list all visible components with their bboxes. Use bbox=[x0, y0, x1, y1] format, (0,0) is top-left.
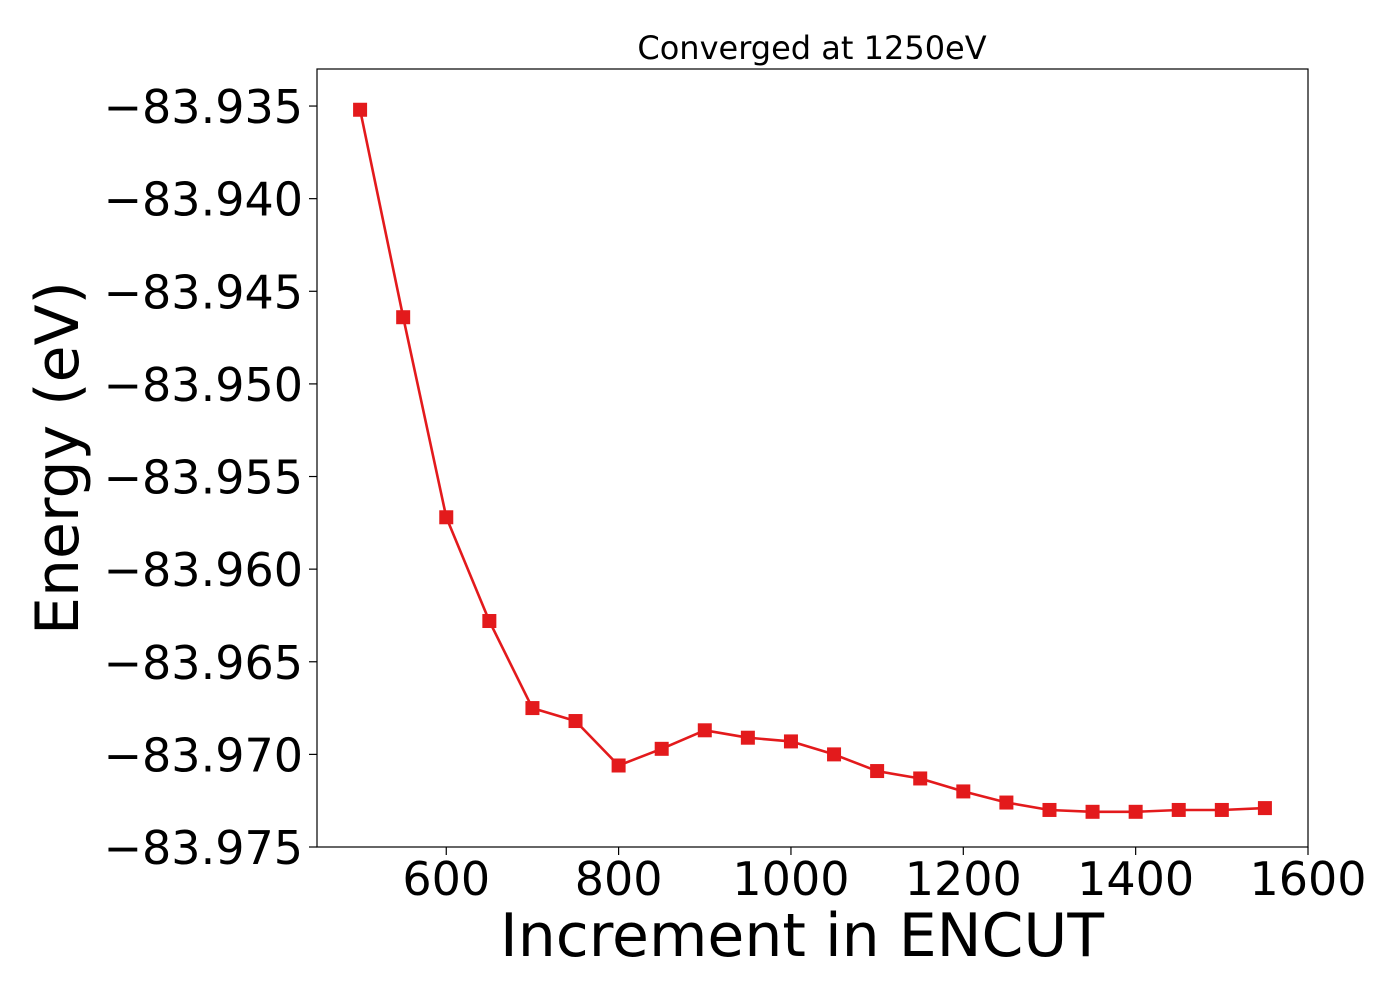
data-point-marker bbox=[482, 614, 497, 629]
ticks: 600 800 1000 1200 1400 1600 −83.935 −83.940 −83.… bbox=[104, 80, 1367, 906]
y-tick-label: −83.960 bbox=[104, 543, 304, 597]
data-point-marker bbox=[1214, 802, 1229, 817]
y-tick-label: −83.975 bbox=[104, 821, 304, 875]
data-point-marker bbox=[1042, 802, 1057, 817]
x-tick-label: 1400 bbox=[1077, 852, 1194, 906]
data-point-marker bbox=[396, 310, 411, 325]
data-point-marker bbox=[611, 758, 626, 773]
series bbox=[353, 102, 1272, 819]
data-point-marker bbox=[913, 771, 928, 786]
data-point-marker bbox=[1257, 801, 1272, 816]
data-point-marker bbox=[740, 730, 755, 745]
y-tick-label: −83.950 bbox=[104, 358, 304, 412]
y-tick-label: −83.955 bbox=[104, 451, 304, 505]
data-point-marker bbox=[999, 795, 1014, 810]
y-tick-label: −83.945 bbox=[104, 265, 304, 319]
data-point-marker bbox=[353, 102, 368, 117]
data-point-marker bbox=[568, 714, 583, 729]
data-point-marker bbox=[654, 741, 669, 756]
y-axis-label: Energy (eV) bbox=[23, 281, 93, 635]
series-line bbox=[358, 109, 1265, 814]
x-tick-label: 600 bbox=[402, 852, 490, 906]
plot-frame bbox=[316, 68, 1309, 848]
data-point-marker bbox=[827, 747, 842, 762]
data-point-marker bbox=[783, 734, 798, 749]
y-tick-label: −83.935 bbox=[104, 80, 304, 134]
x-tick-label: 1600 bbox=[1249, 852, 1366, 906]
x-tick-label: 1000 bbox=[732, 852, 849, 906]
chart-title: Converged at 1250eV bbox=[637, 29, 986, 67]
data-point-marker bbox=[697, 723, 712, 738]
data-point-marker bbox=[956, 784, 971, 799]
data-point-marker bbox=[1171, 802, 1186, 817]
x-tick-label: 1200 bbox=[905, 852, 1022, 906]
y-tick-label: −83.965 bbox=[104, 636, 304, 690]
y-tick-label: −83.940 bbox=[104, 173, 304, 227]
x-axis-label: Increment in ENCUT bbox=[500, 901, 1104, 971]
data-point-marker bbox=[525, 701, 540, 716]
data-point-marker bbox=[1128, 804, 1143, 819]
data-point-marker bbox=[1085, 804, 1100, 819]
data-point-marker bbox=[870, 764, 885, 779]
data-point-marker bbox=[439, 510, 454, 525]
x-tick-label: 800 bbox=[575, 852, 663, 906]
y-tick-label: −83.970 bbox=[104, 728, 304, 782]
